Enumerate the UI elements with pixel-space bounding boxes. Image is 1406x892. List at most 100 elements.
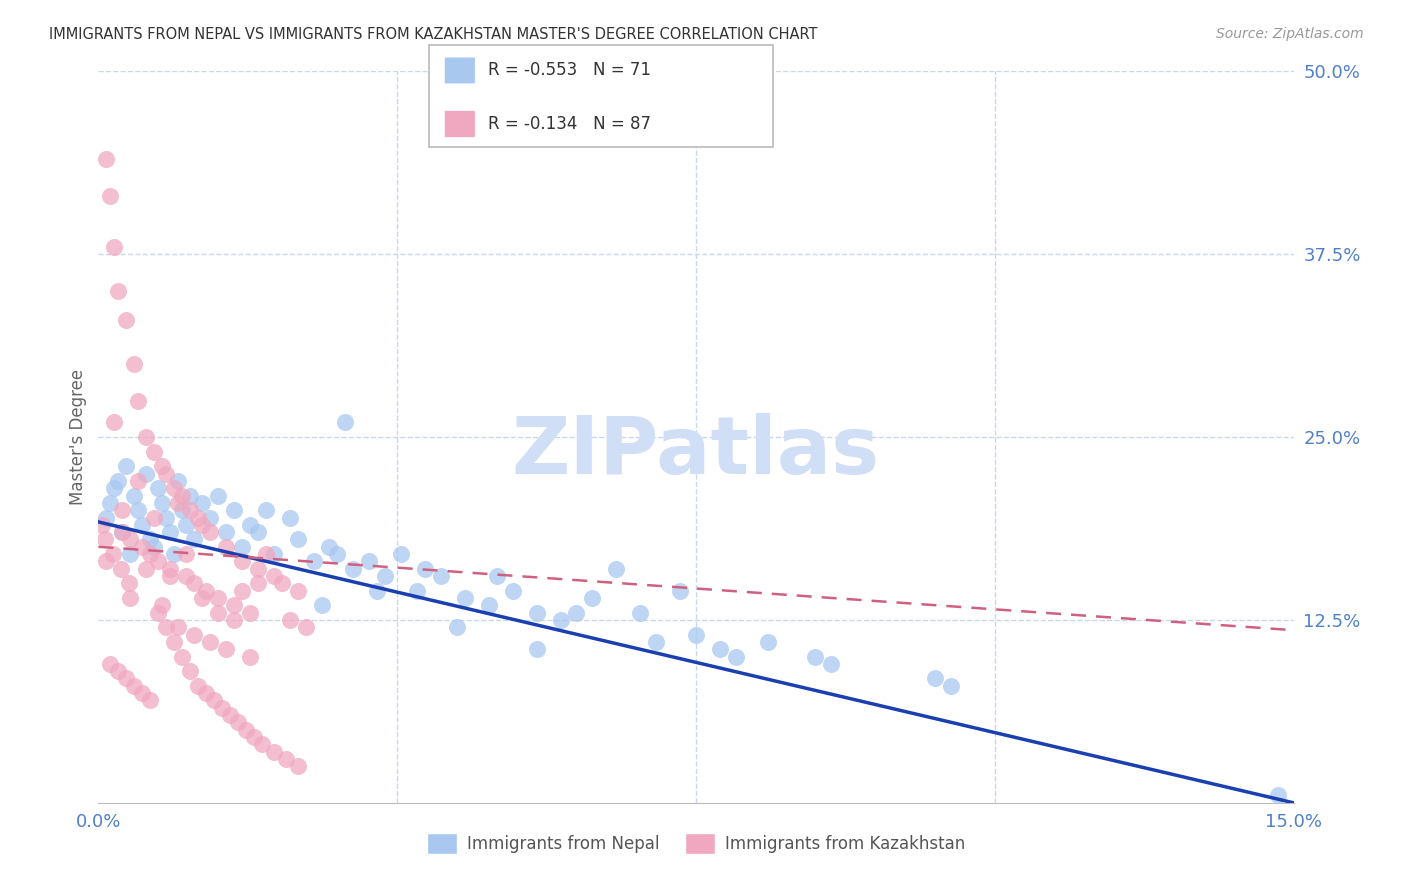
Point — [207, 606, 229, 620]
Point — [526, 606, 548, 620]
Point — [239, 517, 262, 532]
Point — [155, 620, 177, 634]
Point — [254, 547, 277, 561]
Text: R = -0.553   N = 71: R = -0.553 N = 71 — [488, 62, 651, 79]
Point — [98, 657, 122, 671]
Point — [359, 554, 381, 568]
Point — [155, 510, 177, 524]
Point — [581, 591, 603, 605]
Point — [174, 547, 197, 561]
Point — [115, 672, 138, 686]
Point — [804, 649, 827, 664]
Point — [211, 700, 233, 714]
Point — [111, 525, 134, 540]
Point — [709, 642, 731, 657]
Point — [143, 510, 166, 524]
Point — [724, 649, 747, 664]
Point — [326, 547, 349, 561]
Point — [139, 533, 162, 547]
Point — [250, 737, 273, 751]
Point — [924, 672, 946, 686]
Point — [406, 583, 429, 598]
Point — [172, 489, 194, 503]
Point — [374, 569, 396, 583]
Point — [150, 459, 173, 474]
Point — [183, 627, 205, 641]
Point — [231, 540, 253, 554]
Point — [198, 635, 221, 649]
Point — [454, 591, 477, 605]
Point — [195, 686, 218, 700]
Point — [131, 517, 153, 532]
Point — [107, 284, 129, 298]
Point — [191, 591, 214, 605]
Point — [246, 525, 269, 540]
Legend: Immigrants from Nepal, Immigrants from Kazakhstan: Immigrants from Nepal, Immigrants from K… — [420, 827, 972, 860]
Point — [167, 474, 190, 488]
Point — [135, 467, 157, 481]
Point — [103, 416, 125, 430]
Point — [107, 664, 129, 678]
Point — [226, 715, 249, 730]
Point — [605, 562, 627, 576]
Point — [270, 576, 292, 591]
Point — [215, 642, 238, 657]
Point — [311, 599, 333, 613]
Point — [294, 620, 316, 634]
Text: Source: ZipAtlas.com: Source: ZipAtlas.com — [1216, 27, 1364, 41]
Point — [131, 540, 153, 554]
Point — [207, 591, 229, 605]
Point — [96, 510, 118, 524]
Point — [239, 649, 262, 664]
Point — [127, 393, 149, 408]
Point — [115, 313, 138, 327]
Point — [274, 752, 297, 766]
Point — [174, 569, 197, 583]
Point — [502, 583, 524, 598]
Point — [98, 188, 122, 202]
Point — [187, 510, 209, 524]
Point — [120, 533, 142, 547]
Point — [163, 635, 186, 649]
Point — [139, 547, 162, 561]
Point — [150, 599, 173, 613]
Point — [413, 562, 436, 576]
Point — [191, 496, 214, 510]
Point — [135, 430, 157, 444]
Point — [215, 540, 238, 554]
Point — [246, 562, 269, 576]
Point — [111, 503, 134, 517]
Point — [565, 606, 588, 620]
Point — [120, 547, 142, 561]
Point — [103, 240, 125, 254]
Point — [478, 599, 501, 613]
Point — [207, 489, 229, 503]
Point — [222, 503, 245, 517]
Point — [628, 606, 651, 620]
Point — [318, 540, 340, 554]
Point — [820, 657, 842, 671]
Point — [124, 489, 146, 503]
Point — [111, 525, 134, 540]
Point — [335, 416, 357, 430]
Point — [124, 357, 146, 371]
Point — [302, 554, 325, 568]
Point — [550, 613, 572, 627]
Point — [430, 569, 453, 583]
Point — [139, 693, 162, 707]
Point — [243, 730, 266, 744]
Point — [198, 525, 221, 540]
Point — [148, 554, 170, 568]
Point — [135, 562, 157, 576]
Point — [163, 481, 186, 495]
Point — [148, 481, 170, 495]
Point — [287, 533, 309, 547]
Point — [231, 554, 253, 568]
Point — [131, 686, 153, 700]
Point — [172, 649, 194, 664]
Point — [183, 576, 205, 591]
Point — [246, 576, 269, 591]
Point — [202, 693, 225, 707]
Point — [159, 569, 181, 583]
Point — [159, 562, 181, 576]
